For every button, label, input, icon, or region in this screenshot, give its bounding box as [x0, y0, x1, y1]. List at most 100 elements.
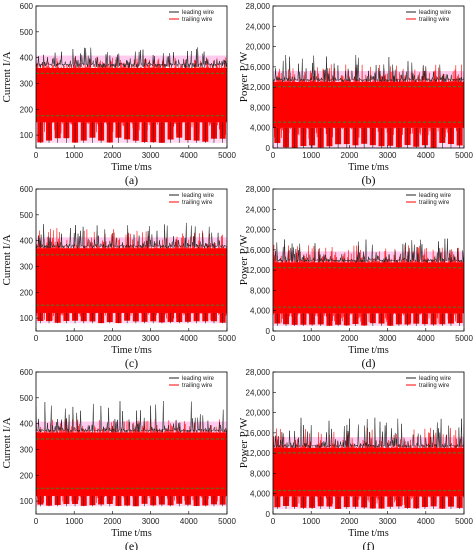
- legend-label: leading wire: [419, 10, 452, 16]
- y-tick-label: 20,000: [246, 43, 271, 52]
- y-tick-label: 200: [20, 105, 34, 114]
- y-tick-label: 16,000: [246, 429, 271, 438]
- halo-top: [36, 55, 227, 67]
- x-tick-label: 1000: [65, 334, 83, 343]
- x-tick-label: 4000: [417, 517, 435, 526]
- y-axis-label: Current I/A: [1, 234, 13, 285]
- legend-label: trailing wire: [419, 200, 450, 206]
- x-tick-label: 5000: [218, 151, 236, 160]
- panel-label: (c): [125, 356, 138, 370]
- y-tick-label: 20,000: [246, 409, 271, 418]
- leading-wire-line: [36, 222, 227, 250]
- y-tick-label: 24,000: [246, 22, 271, 31]
- panel-b: 0 4,000 8,000 12,000 16,000 20,000 24,000 28,00…: [237, 0, 474, 187]
- legend-label: leading wire: [419, 193, 452, 199]
- trailing-wire-line: [36, 227, 227, 321]
- panel-label: (f): [363, 539, 375, 550]
- trailing-wire-line: [273, 64, 464, 140]
- plot-area: [273, 417, 464, 509]
- x-tick-label: 2000: [341, 517, 359, 526]
- y-tick-label: 12,000: [246, 266, 271, 275]
- y-tick-label: 0: [266, 510, 271, 519]
- x-tick-label: 5000: [455, 517, 473, 526]
- x-tick-label: 2000: [104, 517, 122, 526]
- y-tick-label: 100: [20, 497, 34, 506]
- plot-frame: [35, 5, 228, 149]
- leading-wire-line: [273, 238, 464, 264]
- legend-label: trailing wire: [419, 383, 450, 389]
- y-tick-label: 16,000: [246, 63, 271, 72]
- halo-top: [273, 437, 464, 449]
- x-axis-label: Time t/ms: [111, 162, 152, 173]
- plot-area: [36, 400, 227, 507]
- x-tick-label: 1000: [302, 334, 320, 343]
- y-tick-label: 500: [20, 394, 34, 403]
- y-tick-label: 0: [266, 144, 271, 153]
- y-tick-label: 24,000: [246, 388, 271, 397]
- x-tick-label: 1000: [302, 517, 320, 526]
- x-tick-label: 3000: [379, 334, 397, 343]
- plot-frame: [35, 371, 228, 515]
- plot-area: [273, 238, 464, 326]
- leading-wire-line: [273, 417, 464, 449]
- y-tick-label: 200: [20, 471, 34, 480]
- plot-area: [36, 47, 227, 143]
- x-tick-label: 5000: [455, 334, 473, 343]
- x-tick-label: 2000: [104, 151, 122, 160]
- y-tick-label: 400: [20, 237, 34, 246]
- x-tick-label: 3000: [142, 334, 160, 343]
- y-tick-label: 20,000: [246, 226, 271, 235]
- x-axis-label: Time t/ms: [111, 345, 152, 356]
- x-tick-label: 3000: [142, 151, 160, 160]
- y-tick-label: 200: [20, 288, 34, 297]
- chart-b-svg: 0 4,000 8,000 12,000 16,000 20,000 24,000 28,00…: [238, 2, 473, 187]
- x-tick-label: 0: [34, 334, 39, 343]
- y-tick-label: 500: [20, 211, 34, 220]
- legend-label: leading wire: [182, 376, 215, 382]
- y-axis-label: Power P/W: [238, 51, 250, 102]
- x-tick-label: 4000: [180, 517, 198, 526]
- y-tick-label: 300: [20, 262, 34, 271]
- chart-c-svg: 100 200 300 400 500 600 0 1000 2000 3000 4000 5000 T…: [1, 185, 236, 370]
- y-tick-label: 12,000: [246, 449, 271, 458]
- y-tick-label: 600: [20, 2, 34, 11]
- legend-label: trailing wire: [182, 383, 213, 389]
- x-tick-label: 4000: [180, 151, 198, 160]
- plot-frame: [272, 371, 465, 515]
- legend-label: trailing wire: [419, 17, 450, 23]
- plot-area: [36, 222, 227, 324]
- y-tick-label: 4,000: [250, 307, 271, 316]
- x-tick-label: 5000: [455, 151, 473, 160]
- y-tick-label: 12,000: [246, 83, 271, 92]
- x-axis-label: Time t/ms: [348, 528, 389, 539]
- plot-area: [273, 54, 464, 148]
- y-tick-label: 8,000: [250, 103, 271, 112]
- x-tick-label: 4000: [417, 151, 435, 160]
- x-axis-label: Time t/ms: [111, 528, 152, 539]
- y-tick-label: 300: [20, 79, 34, 88]
- x-tick-label: 4000: [180, 334, 198, 343]
- y-tick-label: 400: [20, 420, 34, 429]
- y-tick-label: 100: [20, 314, 34, 323]
- y-tick-label: 8,000: [250, 286, 271, 295]
- panel-a: 100 200 300 400 500 600 0 1000 2000 3000 4000 5000 T…: [0, 0, 237, 187]
- halo-top: [36, 237, 227, 249]
- x-tick-label: 0: [34, 151, 39, 160]
- y-tick-label: 400: [20, 54, 34, 63]
- y-tick-label: 28,000: [246, 2, 271, 11]
- y-tick-label: 24,000: [246, 205, 271, 214]
- y-tick-label: 4,000: [250, 124, 271, 133]
- y-tick-label: 600: [20, 185, 34, 194]
- x-tick-label: 5000: [218, 517, 236, 526]
- x-tick-label: 0: [271, 334, 276, 343]
- x-axis-label: Time t/ms: [348, 345, 389, 356]
- halo-top: [273, 71, 464, 83]
- x-axis-label: Time t/ms: [348, 162, 389, 173]
- plot-frame: [35, 188, 228, 332]
- panel-label: (e): [125, 539, 138, 550]
- panel-label: (d): [362, 356, 376, 370]
- chart-d-svg: 0 4,000 8,000 12,000 16,000 20,000 24,000 28,00…: [238, 185, 473, 370]
- y-tick-label: 600: [20, 368, 34, 377]
- y-tick-label: 300: [20, 445, 34, 454]
- y-axis-label: Power P/W: [238, 417, 250, 468]
